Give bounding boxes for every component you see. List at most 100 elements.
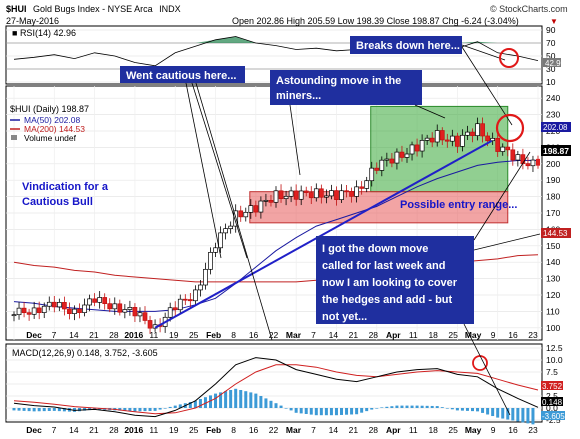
histogram-bar (299, 408, 303, 414)
x-tick-label: 23 (528, 425, 538, 435)
candle-body (228, 225, 234, 229)
candle-body (465, 131, 470, 136)
x-tick-label: 21 (89, 425, 99, 435)
candle-body (177, 298, 183, 311)
candle-body (21, 307, 27, 314)
histogram-bar (284, 408, 288, 409)
x-tick-label: 2016 (124, 425, 143, 435)
x-tick-label: 25 (189, 425, 199, 435)
histogram-bar (78, 408, 81, 412)
candle-body (318, 188, 324, 198)
histogram-bar (12, 408, 16, 411)
x-tick-label: 16 (508, 425, 518, 435)
x-tick-label: May (465, 425, 482, 435)
candle-body (505, 146, 511, 151)
candle-body (62, 302, 67, 310)
candle-body (92, 298, 97, 303)
candle-body (339, 190, 344, 200)
histogram-bar (32, 408, 36, 412)
candle-body (374, 167, 380, 171)
candle-body (137, 312, 143, 317)
x-tick-label: 16 (249, 425, 259, 435)
histogram-bar (476, 408, 480, 412)
ma50-value-box (541, 122, 571, 132)
x-tick-label: 7 (52, 425, 57, 435)
candle-body (31, 307, 37, 315)
histogram-bar (22, 408, 26, 411)
histogram-bar (415, 405, 419, 408)
candle-body (298, 190, 304, 200)
annotation-vindication-line1: Vindication for a (22, 181, 109, 193)
histogram-bar (138, 408, 142, 412)
candle-body (394, 151, 400, 164)
histogram-bar (365, 408, 369, 412)
candle-body (46, 301, 52, 307)
candle-body (36, 307, 42, 313)
histogram-bar (445, 408, 449, 409)
macd-hist-box (541, 411, 565, 420)
histogram-bar (83, 408, 87, 411)
annotation-breaks-box (350, 36, 462, 54)
candle-body (384, 158, 390, 161)
candle-body (122, 309, 128, 313)
ma200-value-label: 144.53 (543, 229, 568, 238)
histogram-bar (239, 390, 243, 408)
x-tick-label: 14 (69, 425, 79, 435)
histogram-bar (289, 408, 293, 411)
annotation-vindication-line2: Cautious Bull (22, 196, 93, 208)
candle-body (470, 131, 475, 137)
candle-body (72, 308, 77, 314)
histogram-bar (506, 408, 510, 420)
candle-body (117, 303, 123, 313)
histogram-bar (214, 393, 218, 408)
histogram-bar (400, 405, 404, 408)
annotation-astounding-line2: miners... (276, 90, 321, 102)
candle-body (127, 307, 133, 310)
candle-body (349, 191, 354, 197)
x-tick-label: Dec (26, 330, 42, 340)
histogram-bar (481, 408, 485, 413)
candle-body (409, 144, 415, 155)
histogram-bar (27, 408, 31, 412)
candle-body (283, 195, 289, 199)
histogram-bar (410, 405, 414, 408)
x-tick-label: Apr (386, 330, 401, 340)
macd-panel: MACD(12,26,9) 0.148, 3.752, -3.605 12.5 1… (5, 343, 565, 425)
histogram-bar (259, 396, 263, 408)
histogram-bar (133, 408, 137, 412)
annotation-cautious: Went cautious here... (126, 70, 236, 82)
histogram-bar (168, 406, 172, 408)
histogram-bar (531, 408, 535, 425)
candle-body (344, 190, 349, 193)
price-value-box (541, 145, 571, 156)
histogram-bar (350, 408, 354, 415)
x-tick-label: 8 (231, 330, 236, 340)
candle-body (480, 123, 485, 137)
x-tick-label: 19 (169, 330, 179, 340)
histogram-bar (324, 408, 328, 416)
x-tick-label: 14 (329, 425, 339, 435)
rsi-overbought-fill (14, 36, 538, 43)
x-tick-label: Mar (286, 330, 302, 340)
rsi-value-label: 42.96 (545, 59, 566, 68)
chart-date: 27-May-2016 (6, 16, 59, 26)
x-tick-label: 28 (369, 330, 379, 340)
histogram-bar (264, 398, 268, 408)
x-tick-label: 8 (231, 425, 236, 435)
candle-body (354, 186, 359, 197)
candle-body (203, 268, 208, 286)
histogram-bar (274, 403, 278, 408)
histogram-bar (405, 405, 409, 408)
histogram-bar (224, 391, 228, 408)
pointer-line (463, 323, 511, 416)
legend-ma50: MA(50) 202.08 (24, 115, 80, 125)
histogram-bar (471, 408, 474, 412)
x-tick-label: 14 (69, 330, 79, 340)
histogram-bar (355, 408, 359, 415)
histogram-bar (340, 408, 343, 415)
annotation-cautious-box (120, 66, 245, 83)
x-tick-label: 7 (311, 330, 316, 340)
legend-ma200: MA(200) 144.53 (24, 124, 85, 134)
candle-body (67, 308, 72, 314)
candle-body (313, 188, 319, 199)
